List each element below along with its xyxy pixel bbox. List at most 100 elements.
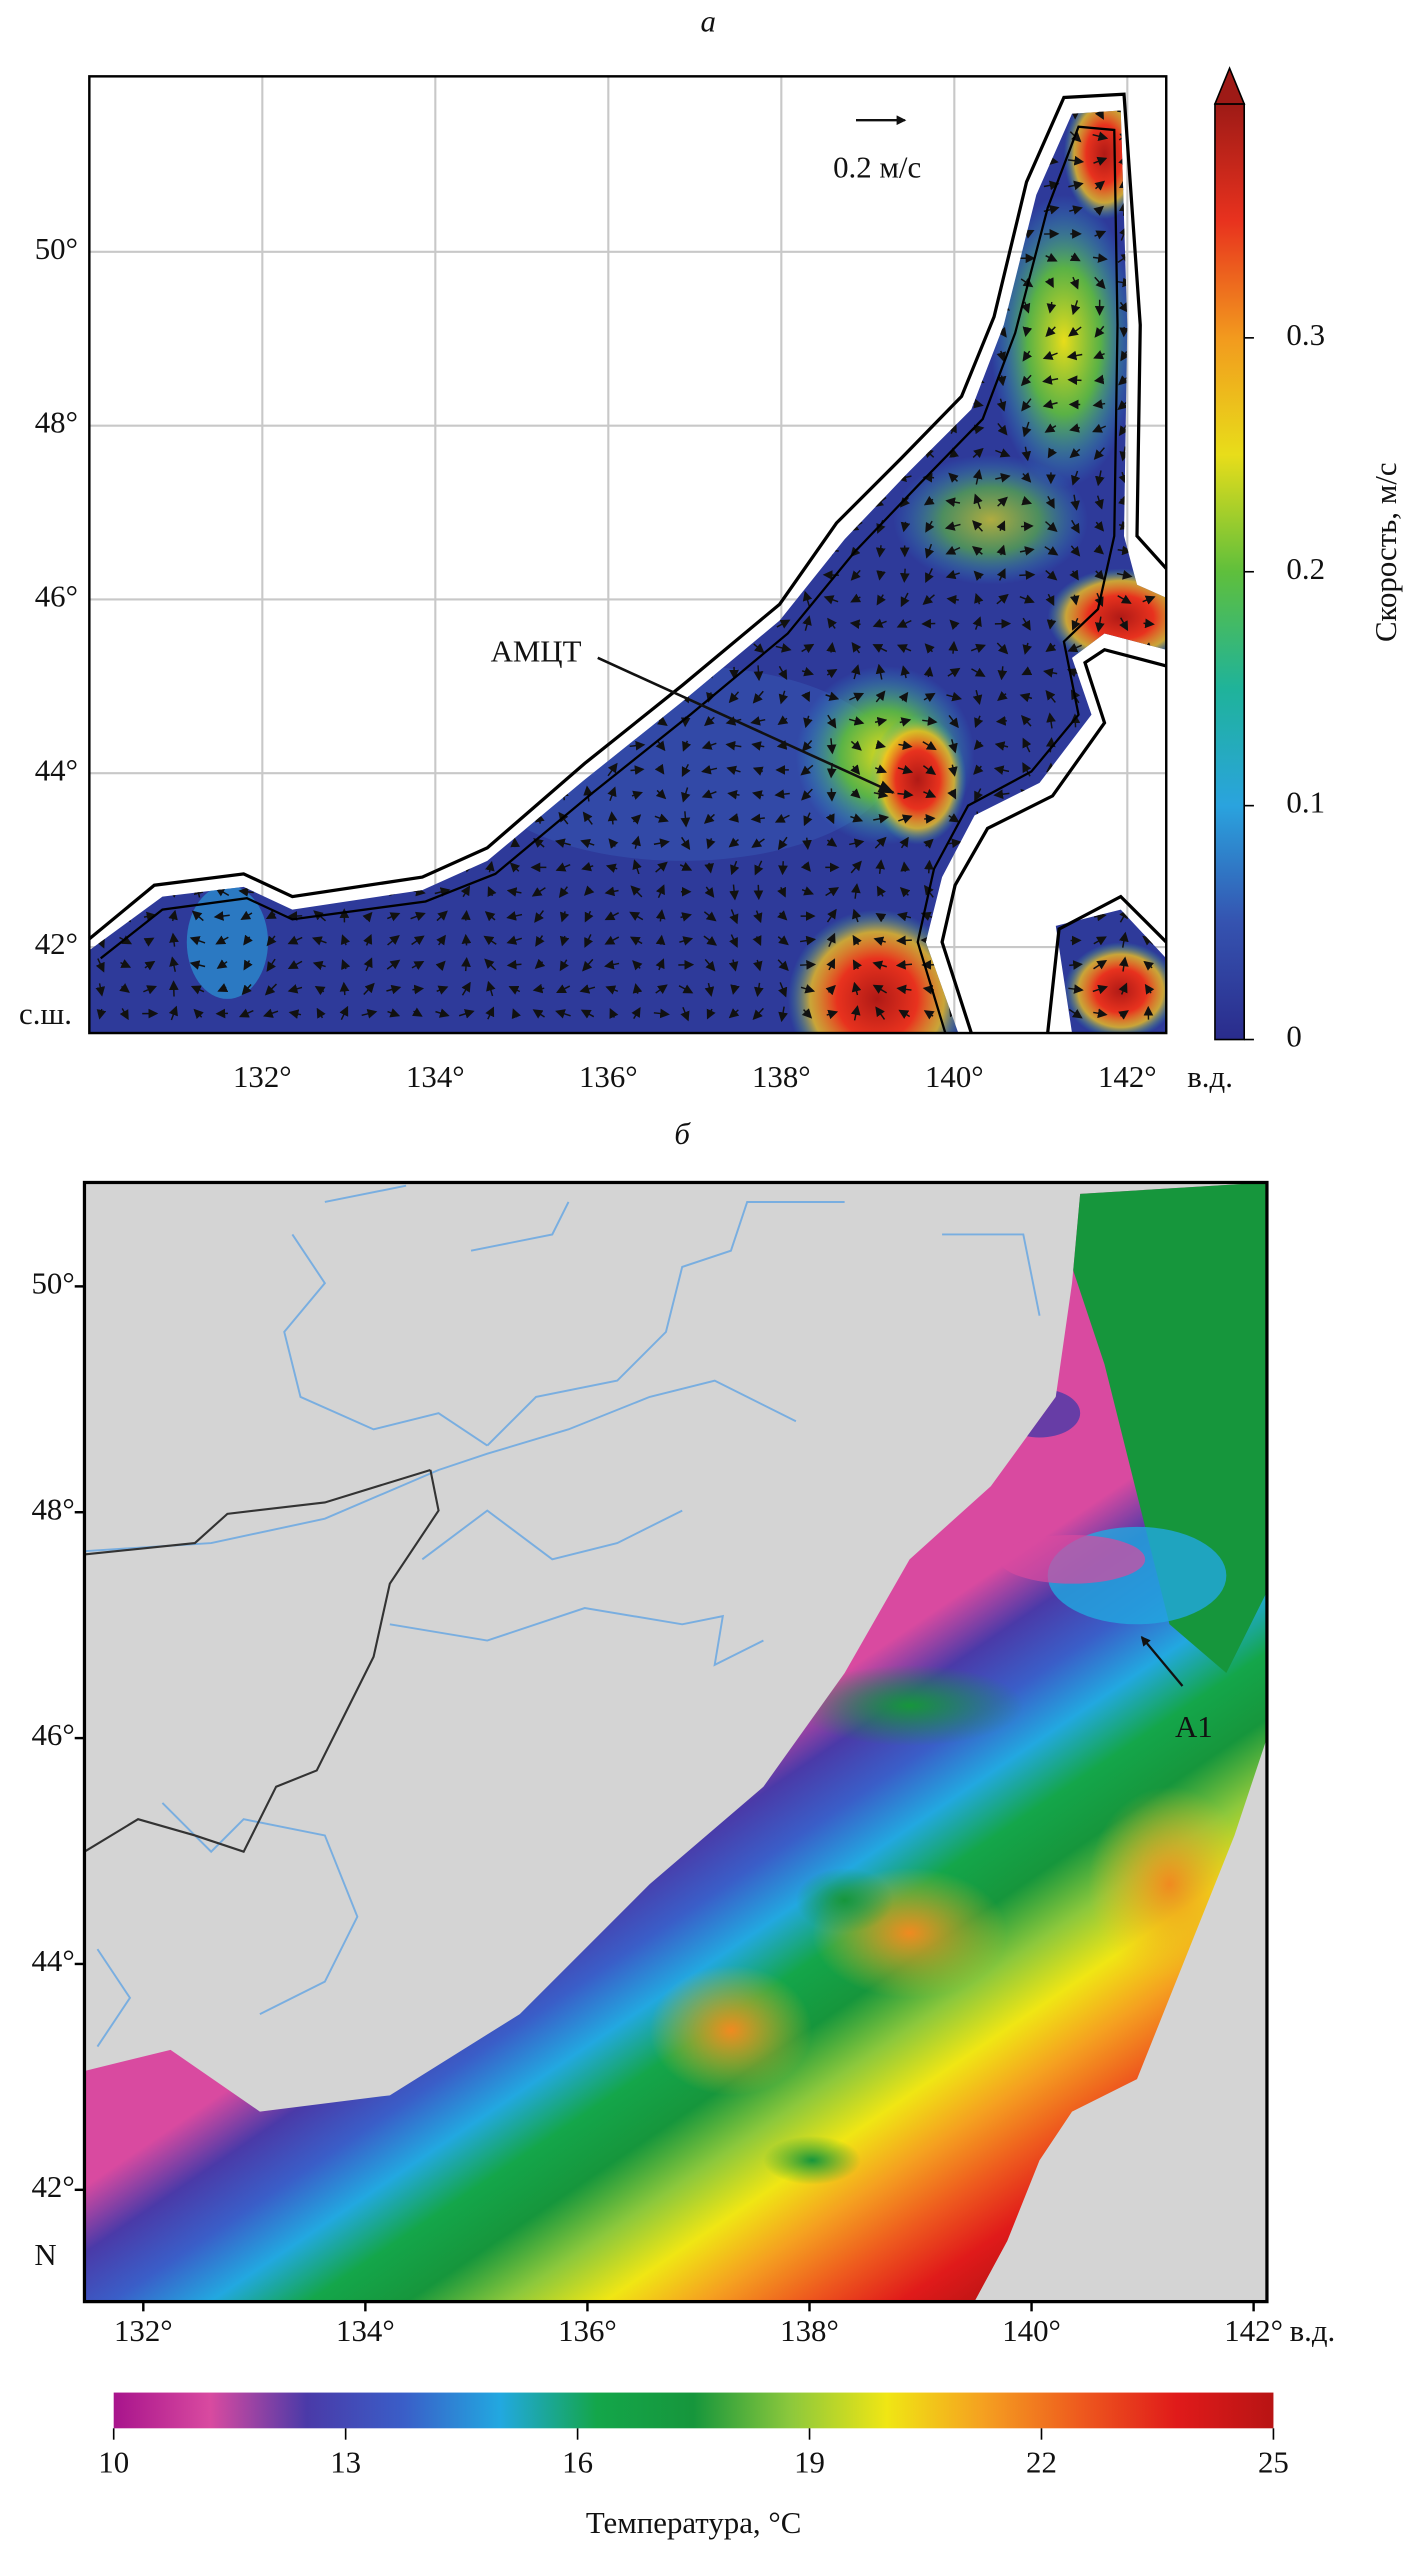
vector xyxy=(1045,642,1057,653)
vector xyxy=(1021,398,1032,412)
vector xyxy=(1092,399,1106,409)
vector xyxy=(973,764,984,775)
vector xyxy=(1117,594,1132,604)
vector xyxy=(1042,375,1059,385)
y-tick-label: 48° xyxy=(35,406,78,440)
colorbar-label: Скорость, м/с xyxy=(1369,462,1403,642)
vector xyxy=(1022,326,1033,337)
vector xyxy=(193,1008,204,1020)
vector xyxy=(704,886,715,898)
vector xyxy=(974,788,983,802)
vector xyxy=(897,789,914,800)
isobath xyxy=(100,125,1119,1034)
vector xyxy=(1019,692,1033,703)
vector xyxy=(972,447,984,458)
vector xyxy=(948,472,959,483)
vector xyxy=(876,570,886,581)
x-tick-label: 140° xyxy=(1002,2314,1061,2348)
vector xyxy=(827,617,837,629)
vector xyxy=(655,788,667,800)
vector xyxy=(944,521,961,531)
vector xyxy=(874,764,887,774)
vector xyxy=(1021,446,1032,462)
vector xyxy=(655,934,666,946)
vector xyxy=(753,884,764,901)
vector xyxy=(681,787,691,803)
river xyxy=(470,1200,845,1447)
vector xyxy=(825,887,840,897)
vector xyxy=(803,812,813,827)
vector xyxy=(265,910,277,920)
vector xyxy=(923,692,936,703)
vector xyxy=(386,984,402,995)
river xyxy=(283,1184,488,1447)
river xyxy=(84,1379,797,1553)
y-tick-label: 50° xyxy=(35,232,78,266)
colorbar-tick-label: 0.2 xyxy=(1286,552,1325,586)
vector xyxy=(777,935,789,946)
vector xyxy=(680,836,691,851)
vector xyxy=(1068,1008,1083,1019)
vector xyxy=(823,595,839,605)
vector xyxy=(1042,399,1058,409)
vector xyxy=(873,789,889,799)
vector xyxy=(727,789,740,800)
vector xyxy=(873,936,886,946)
vector xyxy=(168,909,178,922)
vector xyxy=(900,665,911,679)
vector xyxy=(899,836,909,849)
vector xyxy=(607,762,618,777)
vector xyxy=(778,1006,788,1023)
vector xyxy=(924,814,936,824)
vector xyxy=(1021,666,1033,676)
vector xyxy=(852,934,862,946)
vector xyxy=(753,959,763,972)
vector xyxy=(1021,301,1031,314)
vector xyxy=(119,1008,129,1021)
vector xyxy=(461,956,471,972)
vector xyxy=(434,887,451,897)
vector xyxy=(410,911,426,921)
vector xyxy=(922,716,938,726)
vector xyxy=(1046,301,1057,314)
vector xyxy=(1069,276,1079,290)
vector xyxy=(850,788,861,799)
vector xyxy=(486,980,496,997)
vector xyxy=(826,642,836,653)
panel-label: а xyxy=(700,4,715,38)
vector xyxy=(777,959,789,972)
vector xyxy=(1045,495,1055,509)
vector xyxy=(143,911,157,922)
vector xyxy=(169,932,179,947)
vector xyxy=(728,1008,740,1019)
vector xyxy=(946,594,959,605)
colorbar-tick-label: 0.1 xyxy=(1286,786,1325,820)
vector xyxy=(605,863,618,873)
vector xyxy=(850,740,862,751)
vector xyxy=(288,1009,302,1019)
vector xyxy=(800,960,817,970)
vector xyxy=(1093,1008,1108,1019)
vector xyxy=(483,935,497,946)
vector xyxy=(923,495,935,506)
vector xyxy=(559,959,569,972)
vector xyxy=(604,911,620,921)
vector xyxy=(752,766,764,776)
vector xyxy=(972,520,983,532)
vector xyxy=(1020,277,1034,288)
vector xyxy=(579,984,596,994)
vector xyxy=(945,545,961,555)
vector xyxy=(876,594,886,606)
vector xyxy=(534,910,544,923)
vector xyxy=(1021,714,1032,727)
vector xyxy=(728,959,739,972)
vector xyxy=(777,886,786,898)
vector xyxy=(849,692,865,702)
vector xyxy=(873,814,890,824)
vector xyxy=(119,983,130,993)
vector xyxy=(898,740,913,751)
vector xyxy=(240,910,253,920)
vector xyxy=(363,933,373,946)
annotation-arrow xyxy=(1140,1636,1184,1687)
vector xyxy=(629,936,643,946)
